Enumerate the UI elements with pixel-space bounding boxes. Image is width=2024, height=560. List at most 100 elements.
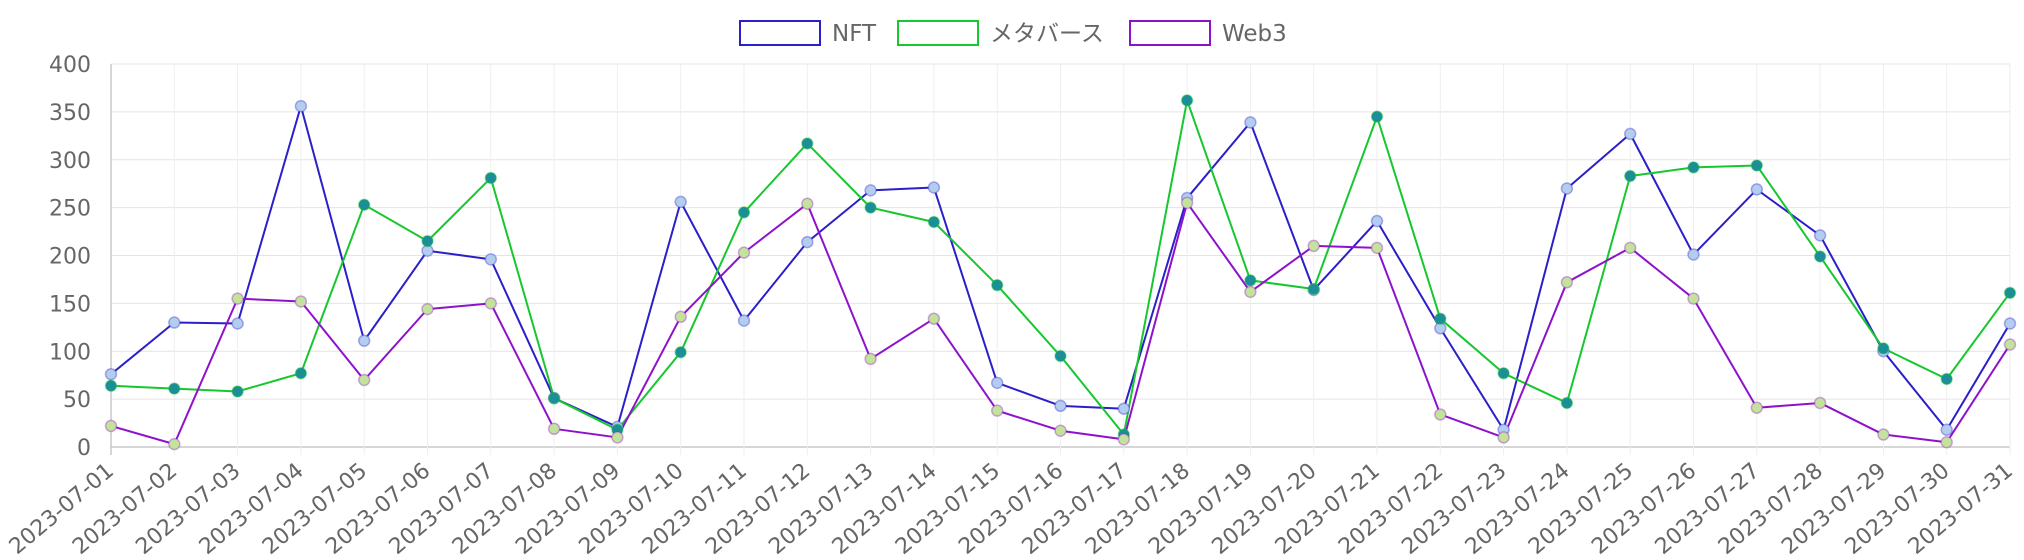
data-point[interactable]: [1180, 94, 1194, 107]
data-point[interactable]: [484, 171, 498, 185]
data-point[interactable]: [1370, 110, 1384, 123]
data-point[interactable]: [231, 385, 244, 398]
data-point[interactable]: [801, 197, 814, 211]
data-point[interactable]: [1750, 401, 1764, 414]
y-tick-label: 250: [49, 197, 91, 222]
series-points: [104, 94, 2017, 451]
data-point[interactable]: [1307, 239, 1320, 253]
data-point[interactable]: [421, 302, 434, 316]
data-point[interactable]: [231, 317, 244, 330]
data-point[interactable]: [1244, 116, 1257, 129]
grid-lines: [110, 63, 2011, 455]
data-point[interactable]: [1560, 276, 1574, 289]
data-point[interactable]: [1054, 424, 1067, 437]
data-point[interactable]: [1054, 399, 1067, 413]
data-point[interactable]: [484, 253, 498, 266]
data-point[interactable]: [294, 99, 308, 113]
data-point[interactable]: [801, 235, 814, 249]
data-point[interactable]: [357, 373, 371, 387]
data-point[interactable]: [547, 391, 561, 405]
data-point[interactable]: [1813, 250, 1827, 263]
data-point[interactable]: [1307, 282, 1320, 296]
data-point[interactable]: [104, 379, 118, 392]
data-point[interactable]: [1560, 396, 1574, 410]
data-point[interactable]: [864, 201, 877, 214]
data-point[interactable]: [104, 367, 118, 381]
data-point[interactable]: [1434, 408, 1447, 421]
data-point[interactable]: [1687, 161, 1700, 174]
data-point[interactable]: [1687, 292, 1700, 305]
data-point[interactable]: [168, 382, 181, 395]
data-point[interactable]: [231, 292, 244, 305]
data-point[interactable]: [674, 345, 687, 359]
legend-swatch[interactable]: [739, 20, 821, 46]
data-point[interactable]: [1244, 274, 1257, 287]
data-point[interactable]: [927, 215, 941, 229]
data-point[interactable]: [2003, 338, 2017, 351]
data-point[interactable]: [1623, 169, 1637, 183]
data-point[interactable]: [674, 310, 687, 324]
y-tick-label: 300: [49, 149, 91, 174]
data-point[interactable]: [737, 206, 751, 219]
data-point[interactable]: [927, 181, 941, 194]
data-point[interactable]: [1497, 367, 1510, 380]
data-point[interactable]: [1054, 349, 1067, 363]
data-point[interactable]: [168, 437, 181, 451]
data-point[interactable]: [1940, 423, 1953, 437]
data-point[interactable]: [1434, 312, 1447, 325]
x-axis-ticks: 2023-07-012023-07-022023-07-032023-07-04…: [5, 458, 2018, 559]
data-point[interactable]: [357, 198, 371, 212]
data-point[interactable]: [1750, 183, 1764, 196]
data-point[interactable]: [1623, 127, 1637, 141]
data-point[interactable]: [1687, 248, 1700, 261]
data-point[interactable]: [294, 295, 308, 308]
data-point[interactable]: [357, 334, 371, 347]
data-point[interactable]: [1750, 159, 1764, 172]
legend-label[interactable]: メタバース: [990, 21, 1104, 47]
data-point[interactable]: [2003, 317, 2017, 330]
y-tick-label: 350: [49, 101, 91, 126]
data-point[interactable]: [864, 352, 877, 366]
data-point[interactable]: [1813, 229, 1827, 242]
y-tick-label: 0: [77, 436, 91, 461]
data-point[interactable]: [737, 246, 751, 259]
legend-label[interactable]: NFT: [832, 21, 877, 47]
data-point[interactable]: [1940, 435, 1953, 449]
data-point[interactable]: [1370, 214, 1384, 228]
data-point[interactable]: [801, 137, 814, 150]
data-point[interactable]: [294, 367, 308, 380]
data-point[interactable]: [1813, 396, 1827, 410]
y-tick-label: 150: [49, 292, 91, 317]
legend-swatch[interactable]: [1129, 20, 1211, 46]
data-point[interactable]: [1877, 428, 1890, 441]
data-point[interactable]: [611, 431, 624, 444]
data-point[interactable]: [168, 316, 181, 329]
data-point[interactable]: [484, 297, 498, 310]
data-point[interactable]: [2003, 286, 2017, 300]
data-point[interactable]: [1117, 402, 1131, 415]
data-point[interactable]: [864, 184, 877, 197]
data-point[interactable]: [927, 312, 941, 325]
data-point[interactable]: [1497, 431, 1510, 444]
y-tick-label: 200: [49, 245, 91, 270]
data-point[interactable]: [547, 422, 561, 436]
data-point[interactable]: [104, 419, 118, 433]
data-point[interactable]: [990, 376, 1004, 390]
legend-swatch[interactable]: [897, 20, 979, 46]
data-point[interactable]: [990, 404, 1004, 417]
data-point[interactable]: [1370, 241, 1384, 255]
data-point[interactable]: [1877, 342, 1890, 355]
data-point[interactable]: [1560, 182, 1574, 195]
data-point[interactable]: [1940, 372, 1953, 386]
data-point[interactable]: [990, 278, 1004, 292]
data-point[interactable]: [737, 314, 751, 327]
data-point[interactable]: [1244, 285, 1257, 299]
data-point[interactable]: [421, 234, 434, 248]
legend-label[interactable]: Web3: [1222, 21, 1287, 47]
data-point[interactable]: [1623, 241, 1637, 255]
data-point[interactable]: [674, 195, 687, 209]
y-tick-label: 100: [49, 340, 91, 365]
data-point[interactable]: [1180, 196, 1194, 210]
data-point[interactable]: [1117, 433, 1131, 446]
